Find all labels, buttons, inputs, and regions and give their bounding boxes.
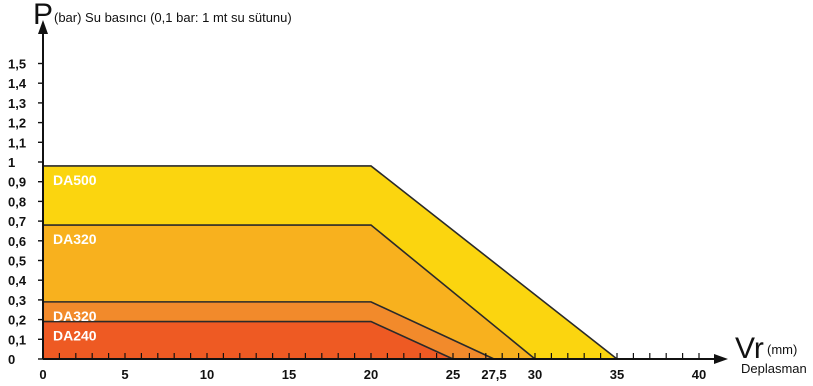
x-tick-label: 10 — [200, 367, 214, 382]
y-tick-label: 0,1 — [8, 332, 26, 347]
x-tick-label: 5 — [121, 367, 128, 382]
x-tick-label: 25 — [446, 367, 460, 382]
y-tick-label: 0,9 — [8, 175, 26, 190]
series-label-da500-0: DA500 — [53, 172, 97, 188]
outline-da500-0 — [43, 165, 618, 360]
y-tick-label: 1,1 — [8, 135, 26, 150]
series-label-da320-1: DA320 — [53, 231, 97, 247]
y-tick-label: 1,2 — [8, 116, 26, 131]
y-tick-label: 0,7 — [8, 214, 26, 229]
axes — [38, 20, 728, 364]
outline-da240-3 — [43, 320, 454, 360]
area-da240-3 — [43, 321, 453, 359]
y-tick-label: 0,3 — [8, 293, 26, 308]
x-tick-label: 15 — [282, 367, 296, 382]
outline-da320-1 — [43, 224, 536, 360]
y-tick-label: 0,4 — [8, 273, 27, 288]
y-tick-label: 0,6 — [8, 234, 26, 249]
x-tick-label: 27,5 — [481, 367, 506, 382]
y-tick-label: 1,3 — [8, 96, 26, 111]
series-label-da320-2: DA320 — [53, 308, 97, 324]
x-axis-symbol: Vr — [735, 332, 764, 365]
y-tick-label: 1,5 — [8, 57, 26, 72]
y-tick-label: 1,4 — [8, 76, 27, 91]
y-tick-label: 0,2 — [8, 313, 26, 328]
x-tick-label: 30 — [528, 367, 542, 382]
series-areas — [43, 165, 618, 360]
x-axis-label: Deplasman — [741, 361, 807, 376]
y-tick-label: 1 — [8, 155, 15, 170]
y-tick-label: 0 — [8, 352, 15, 367]
x-tick-label: 20 — [364, 367, 378, 382]
x-axis-arrow-icon — [714, 354, 728, 364]
x-tick-label: 40 — [692, 367, 706, 382]
y-tick-label: 0,8 — [8, 194, 26, 209]
series-label-da240-3: DA240 — [53, 328, 97, 344]
x-tick-label: 0 — [39, 367, 46, 382]
series-labels: DA500 DA320 DA320 DA240 — [53, 172, 97, 344]
y-axis-symbol: P — [33, 0, 53, 31]
y-axis-arrow-icon — [38, 20, 48, 34]
outline-da320-2 — [43, 301, 495, 360]
x-axis-unit: (mm) — [767, 342, 797, 357]
y-axis-label: (bar) Su basıncı (0,1 bar: 1 mt su sütun… — [54, 10, 292, 25]
axis-ticks: 0 0,1 0,2 0,3 0,4 0,5 0,6 0,7 0,8 0,9 1 1,1 1,2 1,3 1,… — [8, 57, 706, 383]
x-tick-label: 35 — [610, 367, 624, 382]
y-tick-label: 0,5 — [8, 254, 26, 269]
